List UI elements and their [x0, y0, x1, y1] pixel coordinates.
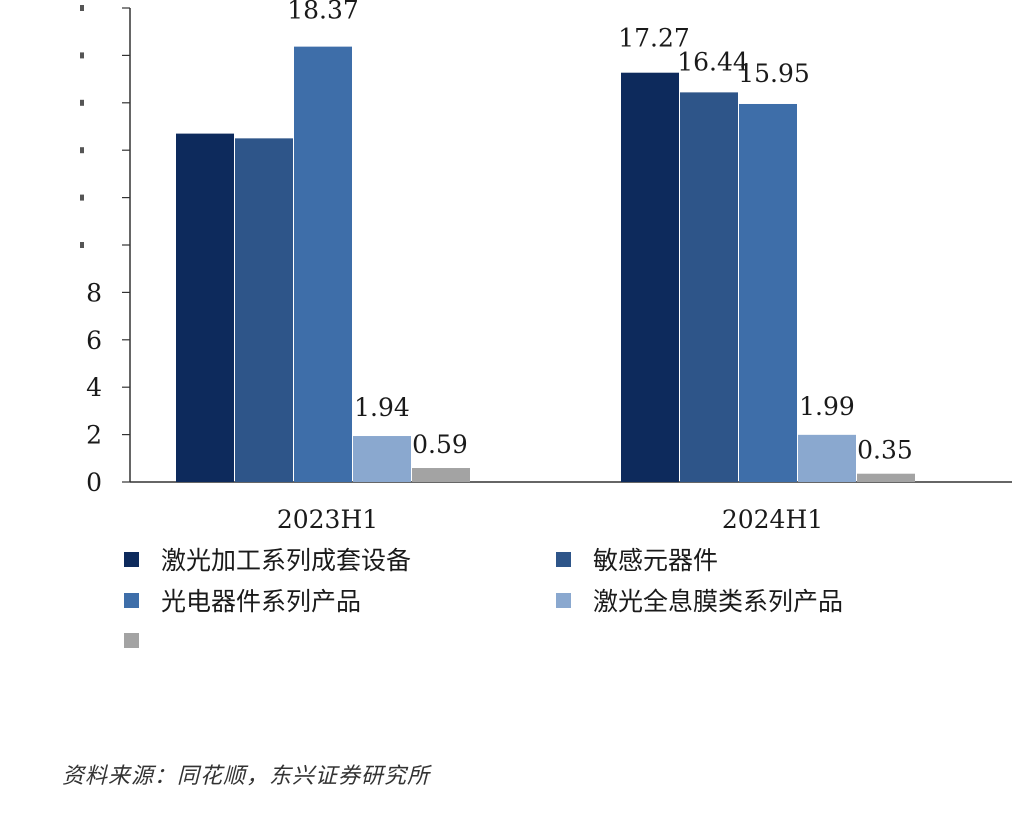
x-category-label: 2023H1	[277, 505, 378, 534]
y-tick-label: 0	[86, 468, 102, 497]
x-category-label: 2024H1	[722, 505, 823, 534]
data-label: 16.44	[677, 47, 749, 76]
bar-0-2	[294, 46, 352, 482]
bar-0-4	[412, 468, 470, 482]
y-tick-label: 8	[86, 278, 102, 307]
data-label: 15.95	[738, 59, 810, 88]
bar-1-1	[680, 92, 738, 482]
data-label: 18.37	[287, 0, 359, 25]
y-tick-glyph	[80, 5, 84, 11]
bar-0-0	[176, 133, 234, 483]
legend-swatch	[124, 593, 139, 608]
legend-label: 光电器件系列产品	[161, 587, 361, 616]
bar-1-2	[739, 103, 797, 483]
legend-swatch	[124, 633, 139, 648]
bar-0-1	[235, 138, 293, 482]
legend-label: 敏感元器件	[593, 546, 718, 575]
bar-1-0	[621, 72, 679, 483]
legend-swatch	[556, 593, 571, 608]
source-note: 资料来源：同花顺，东兴证券研究所	[62, 764, 431, 789]
y-tick-glyph	[80, 99, 84, 106]
bar-1-4	[857, 473, 915, 482]
data-label: 1.99	[799, 392, 855, 421]
y-tick-glyph	[80, 242, 84, 248]
y-tick-glyph	[80, 194, 84, 201]
legend-swatch	[556, 552, 571, 567]
legend-label: 激光加工系列成套设备	[161, 546, 411, 575]
y-tick-label: 6	[86, 326, 102, 355]
y-tick-label: 4	[86, 373, 102, 402]
bar-1-3	[798, 434, 856, 482]
legend-label: 激光全息膜类系列产品	[593, 587, 843, 616]
data-label: 17.27	[618, 24, 690, 53]
y-tick-label: 2	[86, 421, 102, 450]
bar-0-3	[353, 436, 411, 482]
legend-swatch	[124, 552, 139, 567]
data-label: 1.94	[354, 393, 410, 422]
data-label: 0.35	[857, 436, 913, 465]
y-tick-glyph	[80, 147, 84, 154]
data-label: 0.59	[412, 430, 468, 459]
y-tick-glyph	[80, 52, 84, 59]
